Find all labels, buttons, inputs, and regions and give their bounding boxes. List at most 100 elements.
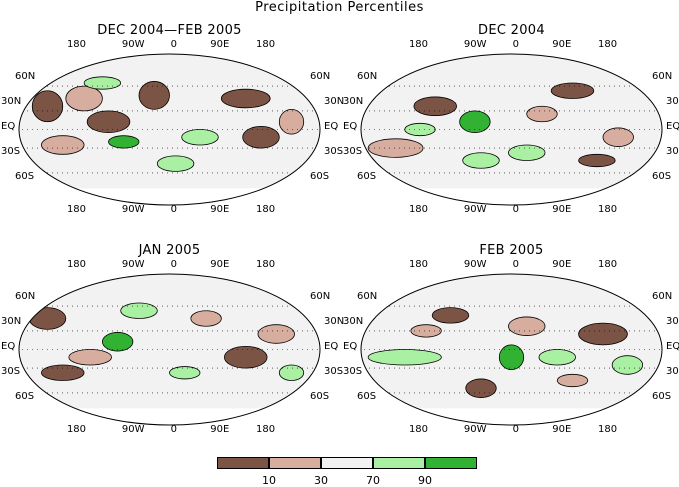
anomaly-region <box>31 90 64 123</box>
anomaly-region <box>102 332 134 352</box>
latitude-label: EQ <box>1 121 16 132</box>
longitude-label: 90W <box>121 424 145 435</box>
legend-tick-90: 90 <box>418 474 432 487</box>
legend-swatch-10-30 <box>269 457 321 469</box>
longitude-label: 0 <box>512 204 520 215</box>
longitude-label: 0 <box>170 259 178 270</box>
latitude-label: 30N <box>324 316 345 327</box>
longitude-label: 90E <box>552 259 572 270</box>
latitude-label: EQ <box>324 121 339 132</box>
anomaly-region <box>86 110 131 134</box>
map-panel: DEC 2004—FEB 2005 180 180 90W 90W 0 0 90E 90E 180… <box>1 23 344 225</box>
precipitation-map <box>18 53 321 206</box>
longitude-label: 90W <box>463 204 487 215</box>
anomaly-region <box>65 85 103 112</box>
latitude-label: 60S <box>357 391 377 402</box>
longitude-label: 0 <box>512 259 520 270</box>
latitude-label: 60N <box>310 71 331 82</box>
anomaly-region <box>257 324 295 344</box>
latitude-label: 60N <box>15 291 36 302</box>
longitude-label: 0 <box>512 424 520 435</box>
anomaly-region <box>367 349 442 366</box>
longitude-label: 180 <box>66 204 87 215</box>
anomaly-region <box>120 302 158 319</box>
color-legend <box>217 457 478 470</box>
anomaly-region <box>498 344 525 371</box>
latitude-label: EQ <box>324 341 339 352</box>
panel-title: DEC 2004—FEB 2005 <box>97 23 242 38</box>
anomaly-region <box>190 310 222 327</box>
anomaly-region <box>538 349 576 366</box>
longitude-label: 90E <box>210 204 230 215</box>
panel-title: DEC 2004 <box>478 23 545 38</box>
precipitation-map <box>18 273 321 426</box>
longitude-label: 180 <box>256 259 276 270</box>
longitude-label: 180 <box>408 424 429 435</box>
anomaly-region <box>169 366 201 380</box>
longitude-label: 90E <box>552 39 572 50</box>
anomaly-region <box>508 144 546 161</box>
longitude-label: 180 <box>408 259 429 270</box>
longitude-label: 90E <box>210 259 230 270</box>
anomaly-region <box>578 322 628 346</box>
anomaly-region <box>242 126 280 149</box>
map-panel: FEB 2005 180 180 90W 90W 0 0 90E 90E 180 180 60N 60N… <box>343 243 679 445</box>
precipitation-map <box>360 53 663 206</box>
anomaly-region <box>156 155 195 172</box>
longitude-label: 0 <box>170 424 178 435</box>
legend-swatch-70-90 <box>373 457 425 469</box>
latitude-label: 60S <box>357 171 377 182</box>
longitude-label: 0 <box>512 39 520 50</box>
anomaly-region <box>278 108 305 135</box>
legend-tick-10: 10 <box>262 474 276 487</box>
anomaly-region <box>278 364 305 381</box>
latitude-label: 60S <box>652 391 672 402</box>
latitude-label: 60N <box>357 71 378 82</box>
anomaly-region <box>108 135 140 149</box>
latitude-label: 60N <box>652 71 673 82</box>
longitude-label: 180 <box>598 204 618 215</box>
latitude-label: 60S <box>310 391 330 402</box>
latitude-label: 60N <box>15 71 36 82</box>
longitude-label: 180 <box>66 424 87 435</box>
anomaly-region <box>68 349 112 366</box>
longitude-label: 180 <box>66 39 87 50</box>
latitude-label: 30S <box>324 146 344 157</box>
longitude-label: 90W <box>463 39 487 50</box>
anomaly-region <box>28 307 67 330</box>
anomaly-region <box>223 346 268 369</box>
legend-swatch-30-70 <box>321 457 373 469</box>
map-panel: DEC 2004 180 180 90W 90W 0 0 90E 90E 180 180 60N 60N… <box>343 23 679 225</box>
longitude-label: 90W <box>463 424 487 435</box>
latitude-label: 30S <box>1 146 21 157</box>
anomaly-region <box>550 82 595 99</box>
latitude-label: EQ <box>343 341 358 352</box>
legend-swatch-below-10 <box>217 457 269 469</box>
latitude-label: EQ <box>666 341 679 352</box>
latitude-label: 30S <box>343 366 363 377</box>
latitude-label: 60N <box>652 291 673 302</box>
anomaly-region <box>138 81 170 110</box>
anomaly-region <box>410 324 442 338</box>
latitude-label: 30N <box>324 96 345 107</box>
map-panel: JAN 2005 180 180 90W 90W 0 0 90E 90E 180 180 60N 60N… <box>1 243 344 445</box>
latitude-label: 30S <box>1 366 21 377</box>
longitude-label: 180 <box>408 39 429 50</box>
longitude-label: 0 <box>170 39 178 50</box>
legend-tick-70: 70 <box>366 474 380 487</box>
figure-title: Precipitation Percentiles <box>255 0 424 15</box>
panel-title: FEB 2005 <box>479 243 544 258</box>
latitude-label: 30N <box>1 96 22 107</box>
anomaly-region <box>83 76 122 90</box>
longitude-label: 180 <box>598 259 618 270</box>
latitude-label: 60S <box>310 171 330 182</box>
longitude-label: 90E <box>210 39 230 50</box>
longitude-label: 90W <box>121 39 145 50</box>
longitude-label: 90W <box>121 259 145 270</box>
latitude-label: EQ <box>1 341 16 352</box>
legend-tick-30: 30 <box>314 474 328 487</box>
longitude-label: 0 <box>170 204 178 215</box>
longitude-label: 90W <box>463 259 487 270</box>
longitude-label: 180 <box>256 424 276 435</box>
longitude-label: 90E <box>552 424 572 435</box>
